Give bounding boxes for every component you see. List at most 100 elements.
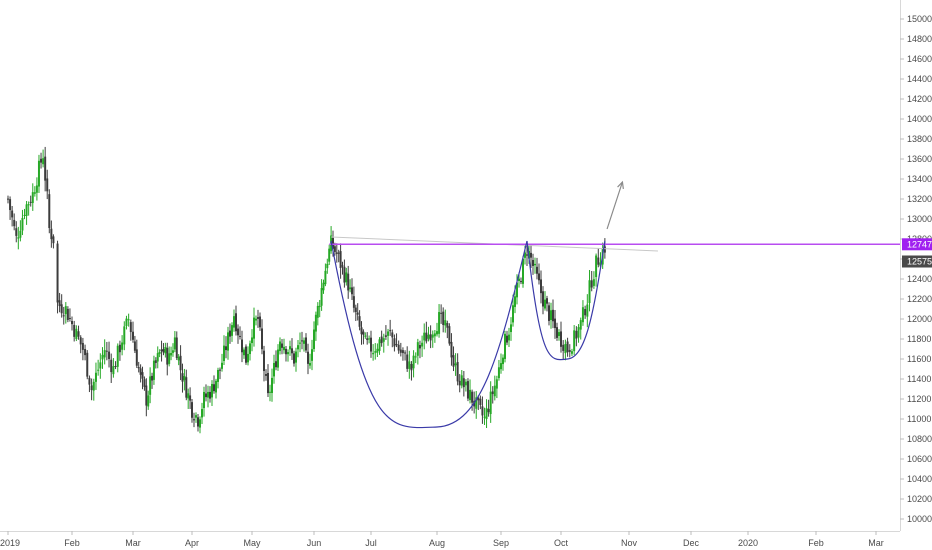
candle-body-down <box>597 257 600 265</box>
candle-body-down <box>487 408 490 413</box>
candle-body-up <box>427 334 430 339</box>
candle-body-down <box>160 349 163 352</box>
candle-body-down <box>84 349 87 356</box>
candle-body-down <box>477 397 480 401</box>
candle-body-down <box>446 322 449 328</box>
candle-body-down <box>9 199 12 211</box>
candle-body-up <box>103 350 106 358</box>
time-axis[interactable]: 2019 Feb Mar Apr May Jun Jul Aug Sep Oct Nov Dec 202… <box>0 531 884 548</box>
candle-body-down <box>370 337 372 352</box>
candle-body-down <box>466 381 469 399</box>
candle-body-up <box>314 314 317 332</box>
candle-body-down <box>425 332 428 342</box>
price-tick-label: 14400 <box>907 74 932 84</box>
handle-curve[interactable] <box>526 240 606 361</box>
price-tick-label: 15000 <box>907 14 932 24</box>
candle-body-up <box>502 357 504 365</box>
price-tick-label: 12200 <box>907 294 932 304</box>
candle-body-up <box>570 351 573 354</box>
candle-body-up <box>287 352 289 355</box>
price-tick-label: 11800 <box>907 334 931 344</box>
candle-body-up <box>372 352 375 355</box>
candle-body-up <box>345 272 348 283</box>
candle-body-up <box>412 355 415 369</box>
candle-body-up <box>147 395 150 407</box>
candle-body-down <box>129 322 132 333</box>
candle-body-up <box>504 333 506 359</box>
candle-body-down <box>229 330 231 337</box>
projection-arrow-head <box>617 180 624 190</box>
candle-body-up <box>303 340 305 344</box>
candle-body-down <box>90 385 93 391</box>
candle-body-up <box>534 263 536 266</box>
candle-body-down <box>105 350 108 352</box>
candle-body-up <box>454 363 457 366</box>
candle-body-up <box>577 327 580 338</box>
price-tick-label: 14800 <box>907 34 932 44</box>
price-tick-label: 14600 <box>907 54 932 64</box>
candle-body-up <box>320 288 323 306</box>
candle-body-up <box>414 356 417 358</box>
candle-body-down <box>219 369 221 371</box>
candle-body-up <box>512 305 514 323</box>
candle-body-down <box>307 351 309 364</box>
candle-body-up <box>289 346 291 350</box>
candle-body-down <box>391 332 394 338</box>
candle-body-down <box>205 393 207 398</box>
time-tick-label: Nov <box>621 538 638 548</box>
candle-body-down <box>239 335 241 337</box>
candle-body-down <box>401 350 404 354</box>
candle-body-down <box>60 304 63 314</box>
candle-body-down <box>275 361 277 368</box>
candle-body-up <box>524 252 526 258</box>
price-tick-label: 10200 <box>907 494 932 504</box>
candle-body-down <box>179 355 182 371</box>
candle-body-down <box>440 312 443 314</box>
candle-body-up <box>550 310 552 321</box>
cup-curve[interactable] <box>330 240 528 429</box>
candle-body-down <box>395 344 398 346</box>
price-tick-label: 14200 <box>907 94 932 104</box>
candle-body-down <box>29 201 32 203</box>
candle-body-up <box>92 381 95 391</box>
candle-body-down <box>532 259 534 266</box>
candle-body-down <box>73 324 76 337</box>
price-tick-label: 13000 <box>907 214 932 224</box>
candle-body-up <box>483 416 486 418</box>
candle-body-down <box>339 251 342 269</box>
candle-body-down <box>143 379 146 387</box>
candle-body-up <box>277 349 279 368</box>
candle-body-up <box>215 380 217 393</box>
candle-body-down <box>235 313 237 332</box>
candle-body-up <box>35 185 38 193</box>
candle-body-up <box>299 342 301 344</box>
candle-body-up <box>544 299 546 309</box>
candle-body-down <box>86 352 89 377</box>
candle-body-down <box>301 340 303 342</box>
candle-body-down <box>337 252 340 254</box>
candle-body-down <box>584 309 587 316</box>
candle-body-up <box>243 349 245 356</box>
time-tick-label: Oct <box>554 538 569 548</box>
last-price-badge-label: 12575 <box>907 257 932 267</box>
candle-body-up <box>271 377 273 394</box>
candle-body-down <box>366 338 369 341</box>
candle-body-up <box>510 324 512 333</box>
candle-body-up <box>156 353 159 362</box>
candle-body-up <box>101 354 104 360</box>
price-tick-label: 13200 <box>907 194 932 204</box>
candle-body-up <box>121 342 124 350</box>
candle-body-down <box>343 266 346 283</box>
candle-body-down <box>71 321 73 325</box>
candle-body-down <box>209 391 211 399</box>
candle-body-up <box>436 331 438 335</box>
candle-body-up <box>227 332 229 351</box>
candle-body-down <box>145 385 148 406</box>
candle-body-down <box>56 243 59 303</box>
projection-arrow-line[interactable] <box>606 181 623 230</box>
candle-body-up <box>199 419 201 428</box>
candle-body-up <box>581 307 584 323</box>
candle-body-up <box>475 397 478 409</box>
candle-body-down <box>68 317 71 319</box>
